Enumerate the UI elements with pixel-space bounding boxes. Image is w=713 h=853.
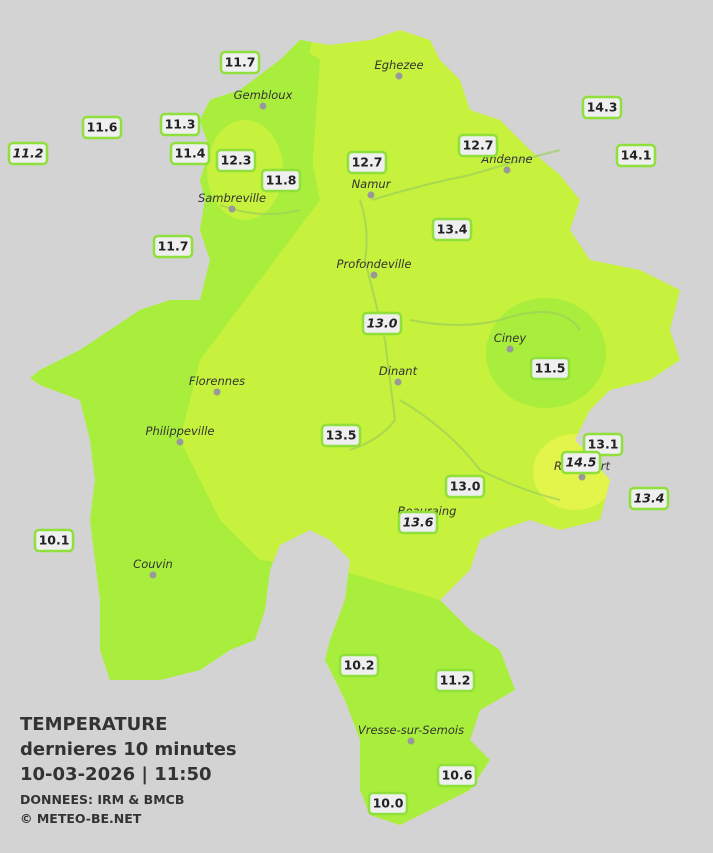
station-box	[320, 423, 362, 448]
station-value: 11.3	[165, 117, 196, 132]
station-box	[346, 150, 388, 175]
station-box	[431, 217, 473, 242]
city-label: Vresse-sur-Semois	[358, 723, 464, 737]
station-box	[81, 115, 123, 140]
station-box	[152, 234, 194, 259]
station-box	[219, 50, 261, 75]
station-value: 11.7	[158, 239, 189, 254]
credit-line: DONNEES: IRM & BMCB	[20, 792, 184, 807]
station-value: 11.6	[87, 120, 118, 135]
city-dot	[367, 191, 375, 199]
station-box	[159, 112, 201, 137]
city-dot	[149, 571, 157, 579]
station-box	[367, 791, 409, 816]
city-label: Gembloux	[234, 88, 293, 102]
station-box	[397, 510, 439, 535]
city-dot	[176, 438, 184, 446]
station-box	[529, 356, 571, 381]
station-value: 11.5	[535, 361, 566, 376]
station-box	[33, 528, 75, 553]
station-value: 12.7	[463, 138, 494, 153]
city-dot	[503, 166, 511, 174]
title-line: TEMPERATURE	[20, 714, 167, 735]
station-value: 11.8	[266, 173, 297, 188]
station-box	[436, 763, 478, 788]
station-box	[338, 653, 380, 678]
station-value: 14.5	[566, 455, 597, 470]
station-value: 13.4	[634, 491, 665, 506]
station-box	[434, 668, 476, 693]
city-label: Florennes	[189, 374, 245, 388]
station-box	[215, 148, 257, 173]
city-dot	[506, 345, 514, 353]
station-box	[582, 432, 624, 457]
city-label: Namur	[352, 177, 392, 191]
station-value: 13.1	[588, 437, 619, 452]
city-label: Dinant	[379, 364, 418, 378]
city-label: Profondeville	[337, 257, 412, 271]
city-label: Philippeville	[146, 424, 215, 438]
station-box	[615, 143, 657, 168]
station-box	[169, 141, 211, 166]
station-value: 14.1	[621, 148, 652, 163]
station-value: 13.5	[326, 428, 357, 443]
city-dot	[259, 102, 267, 110]
station-value: 11.7	[225, 55, 256, 70]
station-box	[361, 311, 403, 336]
station-value: 11.2	[13, 146, 44, 161]
station-value: 13.0	[450, 479, 481, 494]
station-value: 11.4	[175, 146, 206, 161]
station-box	[457, 133, 499, 158]
station-value: 10.1	[39, 533, 70, 548]
station-value: 13.6	[403, 515, 434, 530]
credit-line: © METEO-BE.NET	[20, 811, 142, 826]
station-value: 13.4	[437, 222, 468, 237]
title-line: dernieres 10 minutes	[20, 739, 237, 760]
station-box	[581, 95, 623, 120]
station-value: 10.6	[442, 768, 473, 783]
city-dot	[213, 388, 221, 396]
station-box	[260, 168, 302, 193]
station-value: 12.3	[221, 153, 252, 168]
city-dot	[370, 271, 378, 279]
station-value: 12.7	[352, 155, 383, 170]
title-line: 10-03-2026 | 11:50	[20, 764, 212, 785]
city-dot	[394, 378, 402, 386]
city-label: Eghezee	[374, 58, 423, 72]
station-value: 13.0	[367, 316, 398, 331]
city-dot	[407, 737, 415, 745]
station-box	[7, 141, 49, 166]
station-box	[560, 450, 602, 475]
city-label: Couvin	[133, 557, 173, 571]
city-dot	[228, 205, 236, 213]
station-box	[628, 486, 670, 511]
station-box	[444, 474, 486, 499]
station-value: 11.2	[440, 673, 471, 688]
station-value: 10.0	[373, 796, 404, 811]
station-value: 10.2	[344, 658, 375, 673]
city-label: Ciney	[494, 331, 527, 345]
city-dot	[578, 473, 586, 481]
city-dot	[395, 72, 403, 80]
station-value: 14.3	[587, 100, 618, 115]
city-label: Sambreville	[198, 191, 266, 205]
